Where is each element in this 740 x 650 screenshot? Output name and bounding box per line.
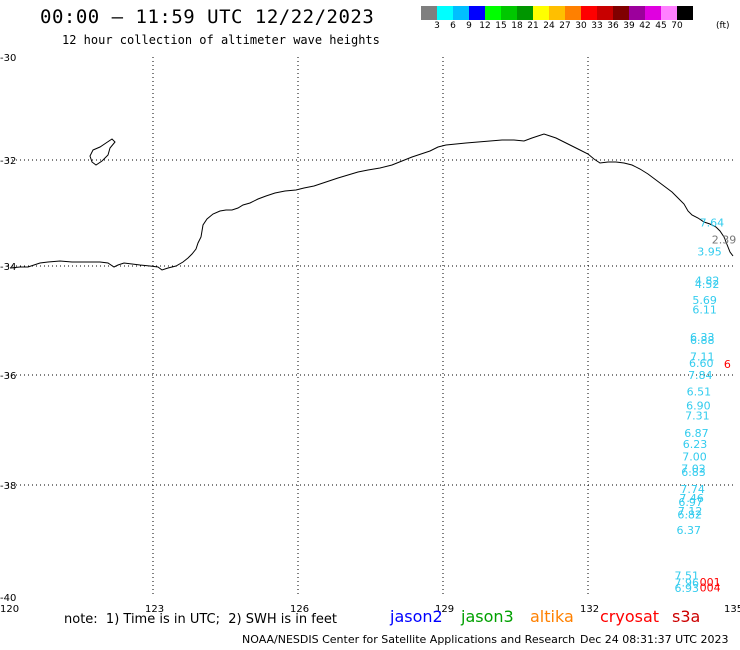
- color-scale-label: 27: [559, 21, 571, 31]
- jason3-wave-height-label: 6.23: [683, 438, 708, 451]
- color-scale-label: 36: [607, 21, 619, 31]
- longitude-tick-label: 120: [0, 604, 19, 615]
- jason3-wave-height-label: 6.51: [687, 386, 712, 399]
- color-swatch: [453, 6, 469, 20]
- color-scale-label: 6: [450, 21, 456, 31]
- jason3-wave-height-label: 7.00: [682, 450, 707, 463]
- color-swatch: [645, 6, 661, 20]
- jason3-wave-height-label: 6.87: [684, 427, 709, 440]
- jason3-wave-height-label: 4.52: [695, 278, 720, 291]
- s3a-wave-height-label: 6: [724, 358, 731, 371]
- latitude-tick-label: -32: [0, 156, 16, 167]
- color-swatch: [629, 6, 645, 20]
- color-scale-label: 39: [623, 21, 635, 31]
- color-scale-label: 33: [591, 21, 603, 31]
- page-title: 00:00 – 11:59 UTC 12/22/2023: [40, 6, 375, 28]
- jason3-wave-height-label: 7.96: [675, 576, 700, 589]
- color-scale-bar: [421, 6, 693, 20]
- longitude-tick-label: 123: [145, 604, 164, 615]
- color-scale-label: 24: [543, 21, 555, 31]
- color-scale-label: 45: [655, 21, 667, 31]
- page-subtitle: 12 hour collection of altimeter wave hei…: [62, 33, 380, 47]
- jason3-wave-height-label: 6.90: [686, 399, 711, 412]
- jason3-wave-height-label: 3.95: [697, 246, 722, 259]
- color-swatch: [421, 6, 437, 20]
- jason3-wave-height-label: 6.37: [676, 524, 701, 537]
- satellite-legend-s3a: s3a: [672, 607, 701, 626]
- satellite-legend-cryosat: cryosat: [600, 607, 660, 626]
- color-scale-label: 42: [639, 21, 651, 31]
- coastline: [9, 133, 734, 271]
- jason3-wave-height-label: 6.82: [677, 509, 702, 522]
- longitude-tick-label: 132: [580, 604, 599, 615]
- jason3-wave-height-label: 7.84: [688, 369, 713, 382]
- color-swatch: [677, 6, 693, 20]
- s3a-wave-height-label: 004: [700, 581, 721, 594]
- generation-timestamp: Dec 24 08:31:37 UTC 2023: [580, 633, 729, 646]
- color-swatch: [533, 6, 549, 20]
- jason3-wave-height-label: 7.02: [681, 463, 706, 476]
- footnote: note: 1) Time is in UTC; 2) SWH is in fe…: [64, 612, 337, 627]
- s3a-wave-height-label: 001: [700, 576, 721, 589]
- color-scale-label: 15: [495, 21, 507, 31]
- latitude-tick-label: -38: [0, 481, 16, 492]
- jason3-wave-height-label: 6.88: [690, 334, 715, 347]
- jason3-wave-height-label: 7.11: [690, 350, 715, 363]
- color-swatch: [485, 6, 501, 20]
- color-swatch: [597, 6, 613, 20]
- longitude-tick-label: 126: [290, 604, 309, 615]
- color-swatch: [581, 6, 597, 20]
- wave-height-label: 2.39: [712, 234, 737, 247]
- jason3-wave-height-label: 7.46: [679, 492, 704, 505]
- color-swatch: [437, 6, 453, 20]
- satellite-legend-jason2: jason2: [390, 607, 443, 626]
- color-scale-label: 3: [434, 21, 440, 31]
- color-swatch: [549, 6, 565, 20]
- color-scale-label: 9: [466, 21, 472, 31]
- color-swatch: [469, 6, 485, 20]
- color-swatch: [661, 6, 677, 20]
- jason3-wave-height-label: 7.64: [700, 217, 725, 230]
- latitude-tick-label: -40: [0, 593, 16, 604]
- jason3-wave-height-label: 6.33: [690, 331, 715, 344]
- wave-height-observations: 7.64 3.95 4.824.52 5.696.11 6.336.88 7.116.60…: [675, 217, 737, 595]
- kangaroo-island-outline: [89, 138, 116, 166]
- color-scale-label: 21: [527, 21, 539, 31]
- color-scale-label: 30: [575, 21, 587, 31]
- color-scale-label: 12: [479, 21, 491, 31]
- jason3-wave-height-label: 7.31: [685, 410, 710, 423]
- jason3-wave-height-label: 6.97: [678, 496, 703, 509]
- color-scale-labels: 3 6 9 12 15 18 21 24 27 30 33 36 39 42 45 70: [421, 21, 740, 35]
- graticule: 120 123 126 129 132 135 -30 -32 -34 -36 -38 -40: [0, 53, 740, 615]
- credit-line: NOAA/NESDIS Center for Satellite Applica…: [242, 633, 576, 646]
- jason3-wave-height-label: 6.93: [675, 582, 700, 595]
- jason3-wave-height-label: 6.11: [692, 304, 717, 317]
- color-swatch: [517, 6, 533, 20]
- longitude-tick-label: 135: [724, 604, 740, 615]
- latitude-tick-label: -36: [0, 371, 16, 382]
- jason3-wave-height-label: 7.12: [678, 505, 703, 518]
- longitude-tick-label: 129: [435, 604, 454, 615]
- jason3-wave-height-label: 5.69: [692, 294, 717, 307]
- jason3-wave-height-label: 4.82: [695, 275, 720, 288]
- jason3-wave-height-label: 7.51: [675, 570, 700, 583]
- jason3-wave-height-label: 6.60: [689, 357, 714, 370]
- jason3-wave-height-label: 7.74: [680, 483, 705, 496]
- color-swatch: [613, 6, 629, 20]
- jason3-wave-height-label: 6.83: [681, 466, 706, 479]
- latitude-tick-label: -30: [0, 53, 16, 64]
- color-swatch: [565, 6, 581, 20]
- satellite-legend-jason3: jason3: [461, 607, 514, 626]
- color-swatch: [501, 6, 517, 20]
- color-scale-label: 18: [511, 21, 523, 31]
- color-scale-label: 70: [671, 21, 683, 31]
- color-scale-unit: (ft): [716, 21, 730, 31]
- satellite-legend-altika: altika: [530, 607, 574, 626]
- latitude-tick-label: -34: [0, 262, 16, 273]
